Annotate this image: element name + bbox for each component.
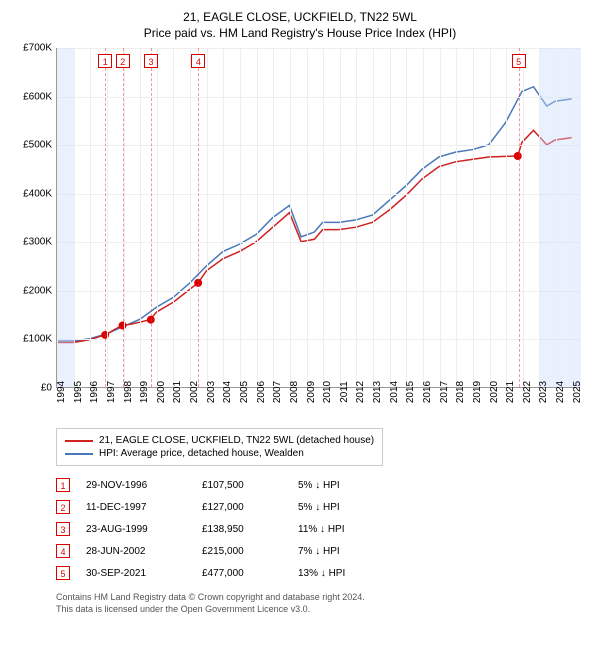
y-tick-label: £700K xyxy=(23,43,52,54)
x-axis: 1994199519961997199819992000200120022003… xyxy=(56,388,580,418)
sale-price: £127,000 xyxy=(202,502,282,513)
footer-line-2: This data is licensed under the Open Gov… xyxy=(56,604,588,616)
sale-pct: 5% ↓ HPI xyxy=(298,480,378,491)
sale-date: 11-DEC-1997 xyxy=(86,502,186,513)
sale-price: £215,000 xyxy=(202,546,282,557)
sale-pct: 13% ↓ HPI xyxy=(298,568,378,579)
sales-table: 1 29-NOV-1996 £107,500 5% ↓ HPI 2 11-DEC-1997… xyxy=(56,474,588,584)
legend-swatch xyxy=(65,453,93,455)
y-tick-label: £200K xyxy=(23,285,52,296)
marker-box: 2 xyxy=(116,54,130,68)
y-tick-label: £400K xyxy=(23,188,52,199)
sale-price: £107,500 xyxy=(202,480,282,491)
marker-box: 1 xyxy=(98,54,112,68)
chart-subtitle: Price paid vs. HM Land Registry's House … xyxy=(12,26,588,40)
legend-swatch xyxy=(65,440,93,442)
chart-svg xyxy=(57,48,580,387)
series-hpi xyxy=(57,87,572,341)
footer-line-1: Contains HM Land Registry data © Crown c… xyxy=(56,592,588,604)
sale-date: 29-NOV-1996 xyxy=(86,480,186,491)
sale-pct: 11% ↓ HPI xyxy=(298,524,378,535)
chart-container: 21, EAGLE CLOSE, UCKFIELD, TN22 5WL Pric… xyxy=(0,0,600,623)
y-tick-label: £300K xyxy=(23,237,52,248)
series-price xyxy=(57,130,572,342)
legend-row: 21, EAGLE CLOSE, UCKFIELD, TN22 5WL (det… xyxy=(65,435,374,446)
plot-area: 123 4 5 xyxy=(56,48,580,388)
sale-price: £138,950 xyxy=(202,524,282,535)
sale-index-box: 2 xyxy=(56,500,70,514)
sale-pct: 5% ↓ HPI xyxy=(298,502,378,513)
sale-row: 1 29-NOV-1996 £107,500 5% ↓ HPI xyxy=(56,474,588,496)
chart-title: 21, EAGLE CLOSE, UCKFIELD, TN22 5WL xyxy=(12,10,588,24)
footer: Contains HM Land Registry data © Crown c… xyxy=(56,592,588,615)
y-tick-label: £500K xyxy=(23,140,52,151)
sale-date: 23-AUG-1999 xyxy=(86,524,186,535)
y-tick-label: £600K xyxy=(23,91,52,102)
chart-area: £0£100K£200K£300K£400K£500K£600K£700K 12… xyxy=(12,48,588,418)
sale-row: 4 28-JUN-2002 £215,000 7% ↓ HPI xyxy=(56,540,588,562)
marker-box: 5 xyxy=(512,54,526,68)
sale-index-box: 5 xyxy=(56,566,70,580)
sale-index-box: 1 xyxy=(56,478,70,492)
legend: 21, EAGLE CLOSE, UCKFIELD, TN22 5WL (det… xyxy=(56,428,383,466)
y-tick-label: £0 xyxy=(41,383,52,394)
sale-row: 5 30-SEP-2021 £477,000 13% ↓ HPI xyxy=(56,562,588,584)
sale-date: 28-JUN-2002 xyxy=(86,546,186,557)
legend-label: 21, EAGLE CLOSE, UCKFIELD, TN22 5WL (det… xyxy=(99,435,374,446)
sale-row: 3 23-AUG-1999 £138,950 11% ↓ HPI xyxy=(56,518,588,540)
y-tick-label: £100K xyxy=(23,334,52,345)
sale-price: £477,000 xyxy=(202,568,282,579)
sale-date: 30-SEP-2021 xyxy=(86,568,186,579)
marker-box: 3 xyxy=(144,54,158,68)
legend-label: HPI: Average price, detached house, Weal… xyxy=(99,448,304,459)
x-tick-label: 2025 xyxy=(572,381,598,403)
marker-box: 4 xyxy=(191,54,205,68)
legend-row: HPI: Average price, detached house, Weal… xyxy=(65,448,374,459)
sale-row: 2 11-DEC-1997 £127,000 5% ↓ HPI xyxy=(56,496,588,518)
sale-index-box: 4 xyxy=(56,544,70,558)
sale-pct: 7% ↓ HPI xyxy=(298,546,378,557)
sale-index-box: 3 xyxy=(56,522,70,536)
y-axis: £0£100K£200K£300K£400K£500K£600K£700K xyxy=(12,48,56,388)
